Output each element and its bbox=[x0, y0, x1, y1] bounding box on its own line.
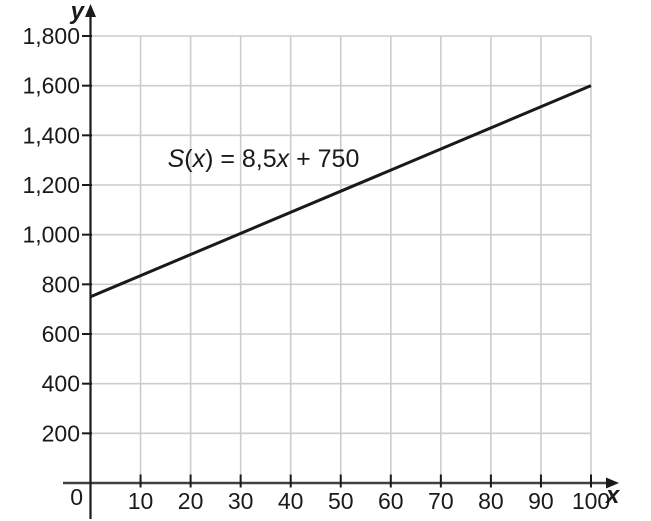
x-tick-label: 30 bbox=[228, 488, 254, 514]
x-tick-label: 90 bbox=[528, 488, 554, 514]
equation-label: S(x) = 8,5x + 750 bbox=[168, 145, 360, 173]
function-line bbox=[89, 84, 592, 299]
x-tick-label: 60 bbox=[378, 488, 404, 514]
x-tick-label: 70 bbox=[428, 488, 454, 514]
y-tick-label: 600 bbox=[42, 321, 80, 347]
x-tick-label: 50 bbox=[328, 488, 354, 514]
origin-label: 0 bbox=[70, 484, 83, 510]
y-axis-title: y bbox=[70, 0, 86, 25]
y-tick-label: 200 bbox=[42, 420, 80, 446]
x-tick-label: 40 bbox=[278, 488, 304, 514]
y-tick-label: 1,400 bbox=[22, 122, 80, 148]
y-axis-arrowhead-icon bbox=[85, 4, 96, 17]
y-tick-label: 1,000 bbox=[22, 222, 80, 248]
x-tick-label: 20 bbox=[178, 488, 204, 514]
x-axis-title: x bbox=[604, 482, 621, 509]
x-tick-label: 100 bbox=[572, 488, 610, 514]
x-tick-label: 80 bbox=[478, 488, 504, 514]
y-tick-label: 1,200 bbox=[22, 172, 80, 198]
y-tick-label: 1,600 bbox=[22, 73, 80, 99]
y-tick-label: 400 bbox=[42, 371, 80, 397]
y-tick-label: 1,800 bbox=[22, 23, 80, 49]
x-axis-arrowhead-icon bbox=[606, 477, 619, 489]
x-tick-label: 10 bbox=[128, 488, 154, 514]
y-tick-label: 800 bbox=[42, 271, 80, 297]
